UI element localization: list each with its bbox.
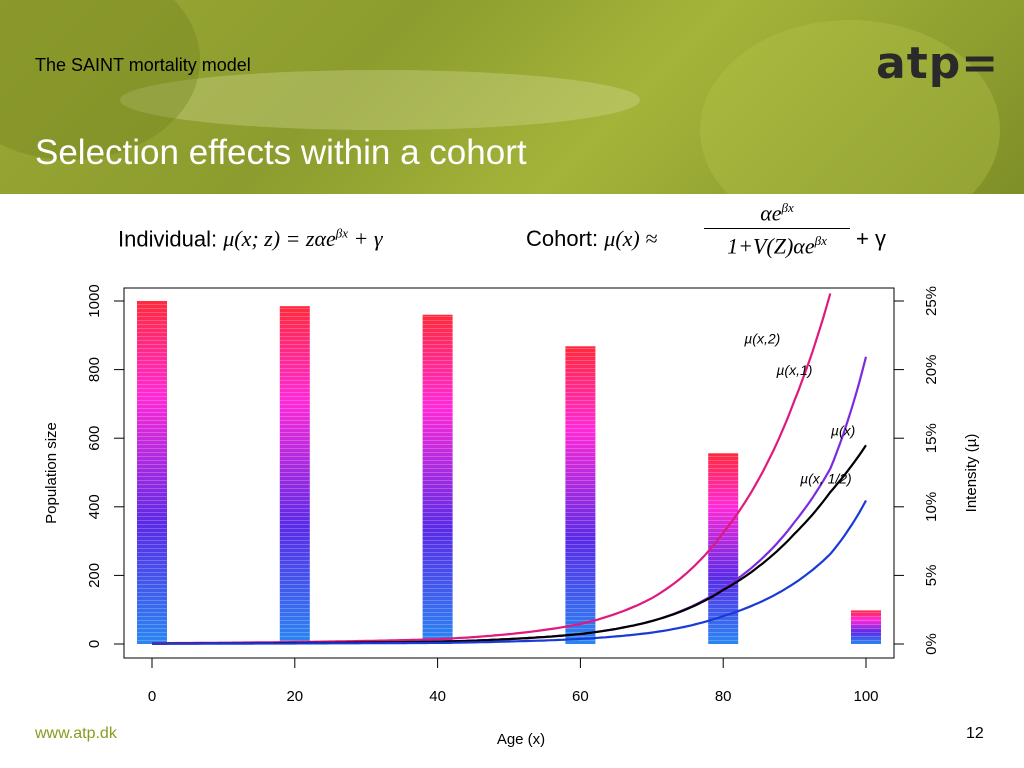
cohort-formula: Cohort: μ(x) ≈ [526, 226, 657, 252]
intensity-curve [152, 499, 867, 645]
cohort-denominator: 1+V(Z)αeβx [704, 228, 850, 259]
cohort-tail: + γ [856, 226, 886, 251]
x-tick-label: 40 [429, 688, 446, 705]
intensity-curve [152, 356, 868, 645]
left-tick-label: 400 [86, 494, 103, 519]
footer-link[interactable]: www.atp.dk [35, 725, 117, 742]
left-tick-label: 1000 [86, 284, 103, 317]
cohort-lhs: μ(x) ≈ [604, 226, 658, 251]
population-bar-stripes [279, 306, 310, 644]
right-axis-title: Intensity (µ) [963, 434, 980, 513]
x-axis-title: Age (x) [497, 731, 545, 748]
x-tick-label: 100 [853, 688, 878, 705]
x-tick-label: 80 [715, 688, 732, 705]
cohort-fraction: αeβx 1+V(Z)αeβx [704, 200, 850, 260]
left-tick-label: 200 [86, 563, 103, 588]
population-bar-stripes [565, 346, 596, 644]
intensity-curve [152, 444, 867, 645]
cohort-numerator: αeβx [760, 200, 794, 226]
cohort-label: Cohort: [526, 226, 599, 251]
banner-shape [120, 70, 640, 130]
curve-label: µ(x,1) [776, 362, 812, 378]
left-tick-label: 800 [86, 357, 103, 382]
x-tick-label: 60 [572, 688, 589, 705]
right-tick-label: 10% [923, 492, 940, 522]
curve-label: µ(x,2) [744, 331, 780, 347]
banner-shape [700, 20, 1000, 194]
population-bar-stripes [851, 610, 881, 644]
population-bar-stripes [422, 314, 453, 644]
x-tick-label: 20 [286, 688, 303, 705]
right-tick-label: 0% [923, 633, 940, 655]
right-tick-label: 25% [923, 286, 940, 316]
x-tick-label: 0 [148, 688, 156, 705]
right-tick-label: 5% [923, 565, 940, 587]
individual-expression: μ(x; z) = zαeβx + γ [223, 226, 383, 252]
left-axis-title: Population size [43, 422, 60, 524]
header-banner: The SAINT mortality model Selection effe… [0, 0, 1024, 194]
individual-formula: Individual: μ(x; z) = zαeβx + γ [118, 226, 383, 252]
slide-subtitle: The SAINT mortality model [35, 55, 251, 75]
atp-logo: atp= [876, 38, 1000, 89]
right-tick-label: 20% [923, 355, 940, 385]
population-bar-stripes [137, 301, 167, 644]
slide-title: Selection effects within a cohort [35, 133, 527, 172]
page-number: 12 [966, 725, 984, 742]
curve-label: µ(x, 1/2) [800, 470, 852, 486]
individual-label: Individual: [118, 226, 218, 252]
right-tick-label: 15% [923, 423, 940, 453]
left-tick-label: 600 [86, 426, 103, 451]
left-tick-label: 0 [86, 640, 103, 648]
curve-label: µ(x) [831, 422, 855, 438]
